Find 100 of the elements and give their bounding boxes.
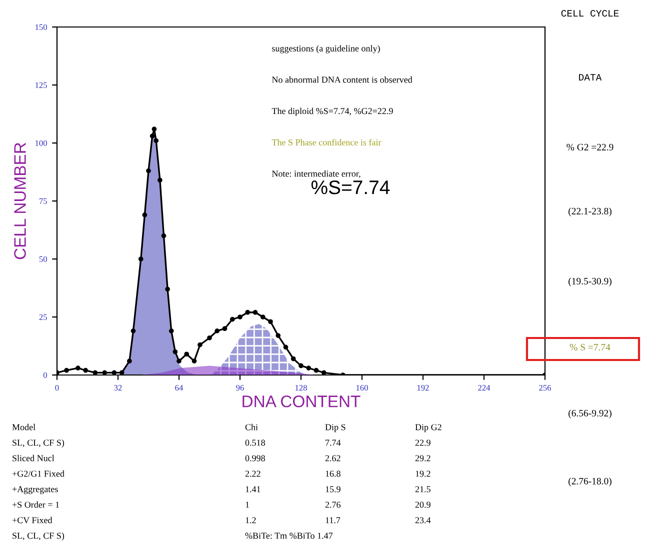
annotation: The S Phase confidence is fair bbox=[272, 138, 382, 146]
text: +CV Fixed bbox=[12, 516, 52, 524]
point bbox=[92, 370, 98, 375]
point bbox=[298, 363, 304, 368]
point bbox=[321, 370, 326, 375]
text: 29.2 bbox=[415, 455, 430, 462]
text: % G2 =22.9 bbox=[566, 144, 614, 150]
x-tick-label: 0 bbox=[55, 384, 59, 391]
y-tick-label: 75 bbox=[39, 198, 47, 204]
point bbox=[214, 328, 220, 334]
text: SL, CL, CF S) bbox=[12, 439, 64, 448]
annotation: No abnormal DNA content is observed bbox=[272, 76, 412, 83]
point bbox=[222, 326, 228, 332]
text: 15.9 bbox=[326, 486, 340, 492]
point bbox=[268, 319, 273, 324]
text: Dip G2 bbox=[415, 424, 442, 432]
point bbox=[83, 368, 88, 373]
point bbox=[150, 134, 155, 138]
point bbox=[102, 370, 108, 375]
annotation: The diploid %S=7.74, %G2=22.9 bbox=[272, 108, 393, 116]
text: 20.9 bbox=[415, 502, 430, 508]
point bbox=[276, 333, 281, 338]
text: 2.76 bbox=[325, 502, 341, 508]
annotation: Note: intermediate error, bbox=[272, 170, 360, 178]
text: 21.5 bbox=[415, 486, 430, 492]
point bbox=[165, 286, 170, 292]
y-tick-label: 50 bbox=[39, 256, 47, 262]
text: 1.2 bbox=[246, 517, 256, 524]
text: 23.4 bbox=[415, 517, 431, 524]
point bbox=[64, 368, 69, 373]
point bbox=[138, 256, 144, 262]
text: 0.518 bbox=[245, 440, 265, 446]
x-axis-title: DNA CONTENT bbox=[242, 395, 360, 408]
x-tick-label: 256 bbox=[539, 384, 551, 391]
text: 1 bbox=[246, 502, 249, 508]
text: 7.74 bbox=[326, 440, 341, 446]
x-tick-label: 96 bbox=[236, 384, 244, 391]
text: 0.998 bbox=[245, 455, 265, 462]
point bbox=[161, 233, 166, 238]
point bbox=[154, 138, 159, 144]
x-tick-label: 192 bbox=[417, 384, 429, 391]
text: Sliced Nucl bbox=[12, 454, 54, 462]
point bbox=[198, 342, 202, 348]
text: (2.76-18.0) bbox=[568, 478, 612, 486]
text: 19.2 bbox=[416, 470, 430, 477]
y-tick-label: 125 bbox=[36, 82, 47, 88]
x-tick-label: 64 bbox=[175, 384, 184, 391]
y-tick-label: 25 bbox=[39, 314, 47, 320]
x-tick-label: 224 bbox=[478, 384, 490, 391]
text: 11.7 bbox=[326, 517, 340, 524]
point bbox=[176, 358, 182, 364]
point bbox=[168, 328, 174, 334]
point bbox=[142, 212, 148, 218]
text: CELL CYCLE bbox=[561, 10, 619, 17]
point bbox=[283, 344, 288, 350]
text: %BiTe: Tm %BiTo 1.47 bbox=[245, 532, 333, 539]
point bbox=[130, 328, 136, 334]
y-axis-title: CELL NUMBER bbox=[14, 142, 26, 260]
text: +G2/G1 Fixed bbox=[12, 470, 64, 477]
point bbox=[192, 358, 197, 364]
point bbox=[230, 316, 235, 322]
point bbox=[127, 358, 132, 364]
point bbox=[158, 178, 162, 183]
text: (19.5-30.9) bbox=[568, 278, 612, 286]
text: +S Order = 1 bbox=[12, 501, 59, 508]
text: DATA bbox=[579, 74, 602, 81]
point bbox=[260, 314, 266, 320]
text: 16.8 bbox=[326, 470, 340, 477]
text: (22.1-23.8) bbox=[568, 208, 612, 216]
point bbox=[290, 356, 296, 362]
x-tick-label: 32 bbox=[114, 384, 122, 391]
point bbox=[152, 126, 157, 132]
point bbox=[252, 310, 258, 315]
text: (6.56-9.92) bbox=[568, 410, 612, 418]
x-tick-label: 128 bbox=[295, 384, 307, 391]
point bbox=[238, 314, 242, 320]
point bbox=[184, 352, 190, 357]
text: % S =7.74 bbox=[570, 344, 610, 350]
text: Chi bbox=[245, 424, 258, 430]
y-tick-label: 150 bbox=[36, 24, 47, 30]
point bbox=[306, 366, 312, 370]
point bbox=[119, 370, 124, 375]
y-tick-label: 0 bbox=[43, 372, 47, 378]
point bbox=[245, 310, 250, 315]
point bbox=[76, 366, 80, 370]
y-tick-label: 100 bbox=[36, 140, 47, 146]
text: 2.22 bbox=[245, 470, 260, 477]
text: SL, CL, CF S) bbox=[12, 532, 64, 541]
annotation: suggestions (a guideline only) bbox=[272, 45, 380, 54]
point bbox=[146, 168, 151, 174]
point bbox=[112, 370, 117, 375]
point bbox=[207, 335, 212, 340]
text: Model bbox=[12, 424, 36, 430]
text: 22.9 bbox=[415, 440, 430, 446]
point bbox=[314, 368, 319, 373]
text: +Aggregates bbox=[12, 486, 58, 494]
x-tick-label: 160 bbox=[356, 384, 368, 391]
text: Dip S bbox=[325, 424, 346, 432]
text: 2.62 bbox=[325, 455, 340, 462]
point bbox=[172, 349, 178, 354]
